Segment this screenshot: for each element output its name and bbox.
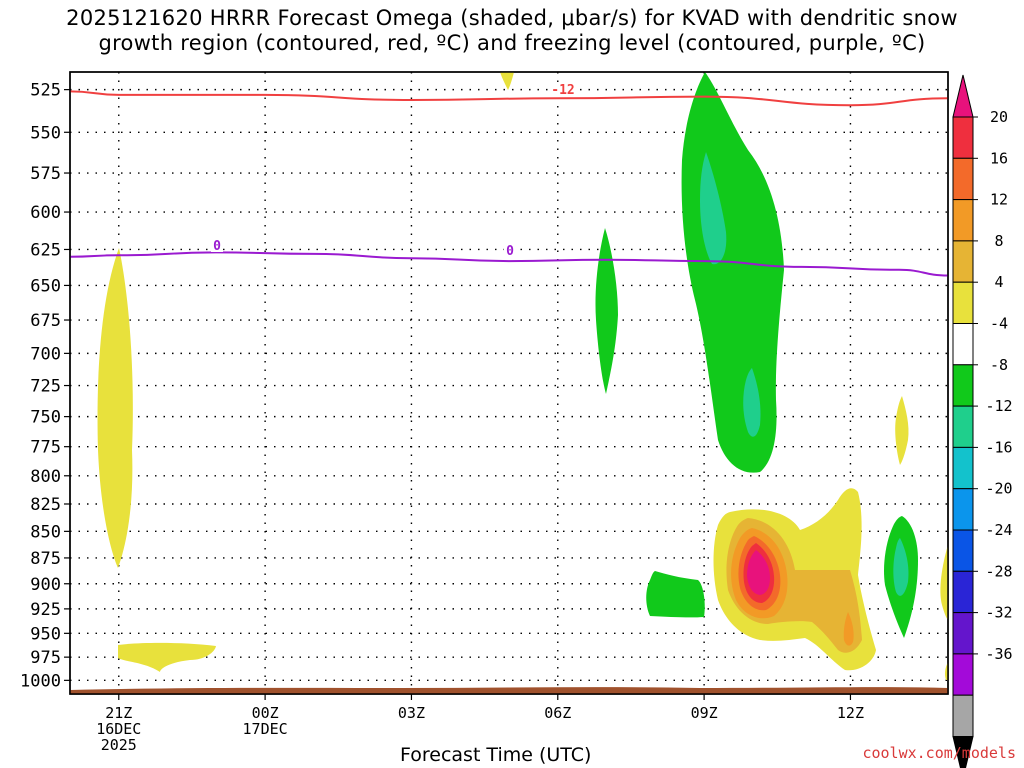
y-tick-label: 675: [30, 311, 61, 331]
colorbar-segment: [952, 612, 974, 655]
x-axis-label: Forecast Time (UTC): [400, 744, 592, 766]
x-tick-label: 17DEC: [243, 720, 288, 738]
colorbar-segment: [952, 446, 974, 490]
freezing-contour-label-text-1: 0: [213, 239, 221, 254]
plot-frame-border: [69, 71, 949, 695]
colorbar-label: 4: [994, 273, 1003, 291]
colorbar-segment: [952, 116, 974, 159]
colorbar-label: -28: [985, 562, 1012, 580]
dendritic-contour-label-text: -12: [551, 83, 574, 98]
ground-band: [70, 687, 948, 694]
y-tick-label: 550: [30, 123, 61, 143]
descent-region-left: [97, 248, 133, 568]
y-axis: 525 550 575 600 625 650 675 700 725 750 775 800 825 8…: [20, 81, 70, 691]
x-tick-label: 2025: [101, 736, 137, 754]
colorbar-label: 16: [990, 149, 1008, 167]
title-line-1: 2025121620 HRRR Forecast Omega (shaded, …: [66, 6, 958, 30]
colorbar-label: -4: [990, 315, 1008, 333]
ascent-core-upper: [700, 152, 727, 265]
y-tick-label: 725: [30, 377, 61, 397]
ascent-region-narrow: [595, 228, 618, 394]
colorbar-segment: [952, 240, 974, 283]
freezing-contour-label-text-2: 0: [506, 244, 514, 259]
x-tick-label: 09Z: [691, 704, 718, 722]
colorbar-label: 8: [994, 232, 1003, 250]
y-tick-label: 850: [30, 522, 61, 542]
descent-region-bottom-left: [118, 642, 216, 672]
descent-region-right-small: [895, 396, 909, 465]
colorbar-segment: [952, 405, 974, 448]
y-tick-label: 875: [30, 549, 61, 569]
y-tick-label: 600: [30, 203, 61, 223]
descent-region-max: [747, 550, 770, 595]
colorbar-label: -36: [985, 645, 1012, 663]
ascent-core-right: [893, 538, 909, 596]
x-tick-label: 21Z: [105, 704, 132, 722]
title-line-2: growth region (contoured, red, ºC) and f…: [98, 31, 926, 55]
chart-title: 2025121620 HRRR Forecast Omega (shaded, …: [0, 6, 1024, 56]
omega-shading: [97, 72, 948, 680]
x-tick-label: 12Z: [837, 704, 864, 722]
colorbar: 20 16 12 8 4 -4 -8 -12 -16 -20 -24 -28 -32 -36: [952, 74, 1013, 768]
colorbar-segment: [952, 364, 974, 407]
colorbar-label: -32: [985, 604, 1012, 622]
colorbar-label: -12: [985, 397, 1012, 415]
y-tick-label: 775: [30, 438, 61, 458]
colorbar-label: -20: [985, 480, 1012, 498]
colorbar-top-cap: [952, 74, 974, 118]
colorbar-label: 12: [990, 191, 1008, 209]
y-tick-label: 700: [30, 344, 61, 364]
y-tick-label: 1000: [20, 671, 61, 691]
y-tick-label: 650: [30, 276, 61, 296]
colorbar-label: 20: [990, 108, 1008, 126]
colorbar-bottom-cap: [952, 736, 974, 768]
y-tick-label: 900: [30, 575, 61, 595]
y-tick-label: 800: [30, 467, 61, 487]
freezing-contour-label-1: 0: [211, 238, 223, 254]
y-tick-label: 575: [30, 164, 61, 184]
colorbar-segment: [952, 694, 974, 738]
descent-region-top: [500, 72, 514, 90]
ascent-region-lower-left: [646, 571, 705, 618]
y-tick-label: 825: [30, 495, 61, 515]
x-tick-label: 06Z: [544, 704, 571, 722]
colorbar-segment: [952, 323, 974, 366]
y-tick-label: 525: [30, 81, 61, 101]
colorbar-segment: [952, 488, 974, 531]
y-tick-label: 750: [30, 408, 61, 428]
dendritic-snow-contour: [69, 90, 949, 107]
x-tick-label: 03Z: [398, 704, 425, 722]
colorbar-label: -24: [985, 521, 1012, 539]
descent-region-right-edge-2: [944, 662, 948, 680]
freezing-contour-label-2: 0: [504, 243, 516, 259]
colorbar-segment: [952, 199, 974, 242]
y-tick-label: 625: [30, 240, 61, 260]
colorbar-segment: [952, 570, 974, 614]
credit-text: coolwx.com/models: [862, 744, 1016, 762]
dendritic-contour-label: -12: [551, 82, 575, 98]
freezing-level-contour: [69, 251, 949, 277]
colorbar-label: -16: [985, 438, 1012, 456]
y-tick-label: 925: [30, 600, 61, 620]
ascent-core-lower: [743, 368, 761, 437]
colorbar-segment: [952, 157, 974, 201]
x-tick-label: 00Z: [252, 704, 279, 722]
colorbar-segment: [952, 653, 974, 696]
y-tick-label: 975: [30, 648, 61, 668]
colorbar-segment: [952, 281, 974, 325]
colorbar-label: -8: [990, 356, 1008, 374]
y-tick-label: 950: [30, 624, 61, 644]
colorbar-segment: [952, 529, 974, 572]
descent-region-right-edge: [940, 545, 948, 620]
descent-region-12b: [843, 612, 854, 646]
x-tick-label: 16DEC: [96, 720, 141, 738]
